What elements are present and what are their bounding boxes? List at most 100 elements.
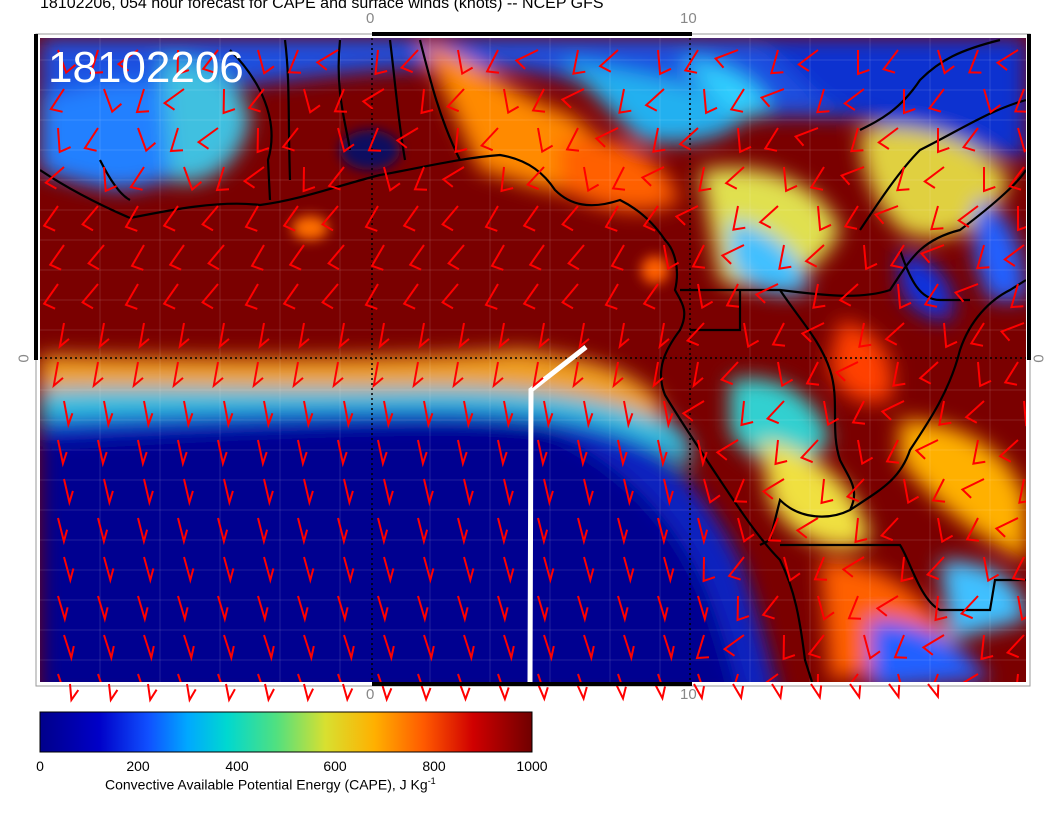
wind-barb bbox=[263, 556, 275, 584]
wind-barb bbox=[183, 166, 203, 192]
wind-barb bbox=[617, 439, 628, 468]
wind-barb bbox=[703, 478, 721, 504]
wind-barb bbox=[734, 673, 739, 682]
wind-barb bbox=[454, 127, 468, 154]
wind-barb bbox=[1013, 88, 1026, 113]
wind-barb bbox=[215, 166, 230, 192]
wind-barb bbox=[162, 88, 185, 111]
wind-barb bbox=[343, 478, 354, 507]
map-edge-left bbox=[34, 34, 38, 360]
wind-barb bbox=[537, 673, 542, 682]
tick-top-0: 0 bbox=[366, 10, 375, 27]
wind-barb bbox=[423, 556, 435, 584]
wind-barb bbox=[103, 88, 123, 114]
wind-barb bbox=[417, 673, 422, 682]
wind-barb bbox=[514, 49, 539, 70]
wind-barb bbox=[737, 127, 752, 154]
wind-barb bbox=[565, 127, 580, 152]
wind-barb bbox=[1018, 478, 1026, 504]
wind-barb bbox=[183, 556, 195, 584]
wind-barb bbox=[919, 244, 945, 264]
wind-barb bbox=[58, 322, 70, 350]
wind-barb bbox=[777, 361, 794, 388]
wind-barb bbox=[377, 595, 389, 623]
wind-barb bbox=[252, 361, 264, 389]
wind-barb bbox=[333, 88, 348, 113]
wind-barb bbox=[176, 49, 190, 76]
wind-barb bbox=[903, 89, 916, 115]
wind-barb bbox=[537, 517, 549, 546]
cape-field bbox=[40, 38, 1026, 682]
wind-barb bbox=[402, 283, 419, 310]
wind-barb bbox=[983, 88, 1001, 114]
wind-barb bbox=[931, 478, 946, 503]
wind-barb bbox=[49, 88, 65, 113]
wind-barb bbox=[244, 205, 259, 232]
wind-barb bbox=[63, 478, 74, 507]
wind-barb bbox=[303, 683, 315, 703]
wind-barb bbox=[793, 127, 819, 147]
wind-barb bbox=[98, 322, 110, 350]
wind-barb bbox=[783, 556, 801, 582]
wind-barb bbox=[116, 49, 139, 72]
wind-barb bbox=[849, 683, 862, 700]
wind-barb bbox=[885, 439, 900, 464]
wind-barb bbox=[783, 166, 798, 193]
wind-barb bbox=[338, 322, 350, 350]
wind-barb bbox=[754, 283, 779, 304]
wind-barb bbox=[850, 673, 859, 682]
wind-barb bbox=[492, 361, 504, 389]
map-edge-right bbox=[1027, 34, 1031, 360]
wind-barb bbox=[343, 556, 355, 584]
wind-barb bbox=[48, 244, 65, 271]
wind-barb bbox=[972, 439, 986, 465]
wind-barb bbox=[484, 205, 499, 232]
wind-barb bbox=[57, 595, 69, 623]
wind-barb bbox=[463, 634, 475, 662]
wind-barb bbox=[863, 244, 878, 271]
wind-barb bbox=[810, 683, 823, 701]
wind-barb bbox=[531, 88, 546, 113]
wind-barb bbox=[999, 322, 1025, 342]
wind-barb bbox=[583, 166, 600, 193]
wind-barb bbox=[457, 439, 468, 468]
wind-barb bbox=[257, 595, 269, 623]
wind-barb bbox=[857, 50, 870, 76]
wind-barb bbox=[889, 244, 905, 269]
wind-barb bbox=[207, 244, 225, 271]
wind-barb bbox=[663, 400, 674, 429]
wind-barb bbox=[337, 127, 355, 153]
wind-barb bbox=[132, 361, 144, 389]
wind-barb bbox=[685, 322, 705, 347]
wind-barb bbox=[263, 634, 275, 662]
section-line bbox=[527, 345, 588, 682]
wind-barb bbox=[962, 673, 979, 682]
wind-barb bbox=[877, 127, 899, 150]
wind-barb bbox=[83, 127, 99, 152]
wind-barb bbox=[423, 634, 435, 662]
wind-barb bbox=[143, 400, 154, 429]
wind-barb bbox=[103, 400, 114, 429]
wind-barb bbox=[697, 439, 708, 468]
wind-barb bbox=[522, 283, 539, 310]
wind-barb bbox=[578, 322, 590, 350]
wind-barb bbox=[995, 49, 1019, 71]
wind-barb bbox=[623, 400, 634, 429]
wind-barb bbox=[733, 478, 748, 503]
wind-barb bbox=[858, 322, 872, 348]
wind-barb bbox=[937, 49, 955, 75]
wind-barb bbox=[543, 556, 555, 584]
wind-barb bbox=[372, 361, 384, 389]
wind-barb bbox=[964, 400, 985, 424]
wind-barb bbox=[923, 166, 945, 189]
wind-barb bbox=[1003, 361, 1019, 386]
wind-barb bbox=[321, 283, 339, 310]
wind-barb bbox=[138, 322, 150, 350]
wind-barb bbox=[42, 205, 59, 232]
wind-barb bbox=[503, 88, 520, 115]
wind-barb bbox=[720, 244, 745, 265]
wind-barb bbox=[97, 595, 109, 623]
colorbar bbox=[39, 711, 533, 753]
map-edge-top bbox=[372, 32, 692, 36]
